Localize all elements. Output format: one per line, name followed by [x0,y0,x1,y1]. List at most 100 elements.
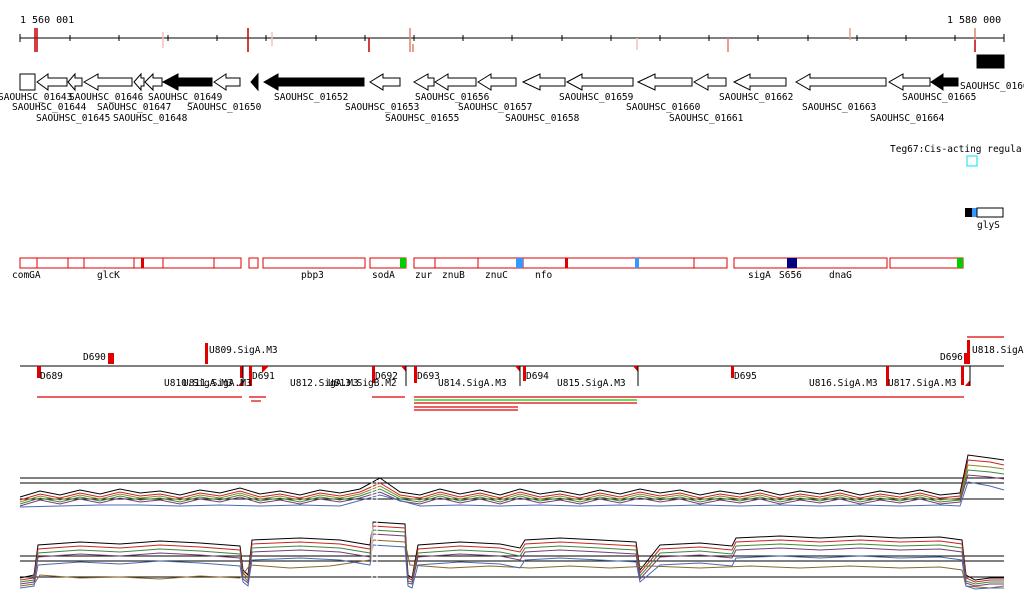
promoter-label[interactable]: U816.SigA.M3 [809,378,878,389]
gene-arrow[interactable] [250,72,259,92]
gene-label[interactable]: SAOUHSC_01646 [69,92,144,103]
gene-arrow[interactable] [412,73,435,91]
gene-name-sodA[interactable]: sodA [372,270,395,281]
gene-arrow[interactable] [794,73,887,91]
gene-name-sigA[interactable]: sigA [748,270,771,281]
gene-arrow[interactable] [161,73,213,91]
glyS-feature[interactable]: glyS [965,207,1004,231]
promoter-label[interactable]: U817.SigA.M3 [888,378,957,389]
gene-label[interactable]: SAOUHSC_01645 [36,113,110,124]
gene-track [19,54,1005,92]
operon-marker-blue [516,258,523,268]
ruler-ticks [19,34,1005,42]
gene-name-pbp3[interactable]: pbp3 [301,270,324,281]
promoter-flags[interactable] [37,340,970,386]
gene-arrow[interactable] [565,73,634,91]
promoter-label[interactable]: D693 [417,371,440,382]
gene-label[interactable]: SAOUHSC_01658 [505,113,580,124]
expression-profiles-lower [19,521,1005,590]
gene-arrow[interactable] [887,73,931,91]
gene-label[interactable]: SAOUHSC_01648 [113,113,188,124]
gene-arrow[interactable] [133,72,145,92]
promoter-label[interactable]: D692 [375,371,398,382]
gene-name-S656[interactable]: S656 [779,270,802,281]
promoter-label[interactable]: U809.SigA.M3 [209,345,278,356]
gene-label[interactable]: SAOUHSC_01660 [626,102,701,113]
gene-arrow[interactable] [976,54,1005,69]
gene-label[interactable]: SAOUHSC_01650 [187,102,262,113]
promoter-label[interactable]: D695 [734,371,757,382]
regulatory-label[interactable]: Teg67:Cis-acting regula [890,144,1022,155]
operon-marker-blue [635,258,639,268]
gene-arrow[interactable] [213,73,241,91]
promoter-label[interactable]: U810.SigA.M3 [164,378,233,389]
promoter-label[interactable]: U813.SigB.M2 [328,378,397,389]
gene-label[interactable]: SAOUHSC_01666 [960,81,1024,92]
gene-arrow[interactable] [82,73,133,91]
expression-track-upper [19,454,1005,508]
gene-arrow[interactable] [636,73,693,91]
operon-marker-green [400,258,406,268]
operon-marker-green [957,258,963,268]
promoter-label[interactable]: U811.SigA.M3 [183,378,252,389]
gene-label[interactable]: SAOUHSC_01659 [559,92,634,103]
ruler-end-label: 1 580 000 [947,15,1001,26]
gene-label[interactable]: SAOUHSC_01643 [0,92,72,103]
promoter-label[interactable]: D696 [940,352,963,363]
ruler-markers [34,28,976,52]
gene-arrow[interactable] [521,73,566,91]
promoter-track: D689 D690 U809.SigA.M3 U810.SigA.M3 U811… [20,336,1024,411]
regulatory-feature[interactable] [966,155,978,167]
gene-name-glcK[interactable]: glcK [97,270,120,281]
gene-label[interactable]: SAOUHSC_01656 [415,92,490,103]
gene-label[interactable]: SAOUHSC_01661 [669,113,744,124]
gene-label[interactable]: SAOUHSC_01663 [802,102,876,113]
gene-name-znuB[interactable]: znuB [442,270,465,281]
gene-arrow[interactable] [692,73,727,91]
gene-name-znuC[interactable]: znuC [485,270,508,281]
gene-label[interactable]: SAOUHSC_01655 [385,113,459,124]
promoter-label[interactable]: D690 [83,352,106,363]
promoter-thin-lines [242,366,971,386]
gene-name-nfo[interactable]: nfo [535,270,552,281]
gene-name-glyS: glyS [977,220,1000,231]
gene-label[interactable]: SAOUHSC_01652 [274,92,348,103]
gene-arrow[interactable] [36,73,68,91]
gene-arrow[interactable] [67,72,83,92]
gene-label[interactable]: SAOUHSC_01649 [148,92,223,103]
promoter-label[interactable]: D694 [526,371,549,382]
promoter-label[interactable]: D689 [40,371,63,382]
gene-arrow[interactable] [19,73,36,91]
coordinate-ruler: 1 560 001 1 580 000 [19,15,1005,52]
gene-label[interactable]: SAOUHSC_01644 [12,102,87,113]
gene-label[interactable]: SAOUHSC_01653 [345,102,419,113]
promoter-label[interactable]: U815.SigA.M3 [557,378,626,389]
gene-labels: SAOUHSC_01643 SAOUHSC_01644 SAOUHSC_0164… [0,81,1024,124]
gene-arrow[interactable] [369,73,401,91]
gene-name-zur[interactable]: zur [415,270,432,281]
gene-label[interactable]: SAOUHSC_01664 [870,113,945,124]
gene-arrow[interactable] [262,73,365,91]
operon-boxes[interactable] [19,257,964,269]
gene-label[interactable]: SAOUHSC_01662 [719,92,793,103]
gene-name-dnaG[interactable]: dnaG [829,270,852,281]
gene-name-comGA[interactable]: comGA [12,270,41,281]
operon-track: comGA glcK pbp3 sodA zur znuB znuC nfo s… [12,257,964,281]
promoter-label[interactable]: U812.SigA.M3 [290,378,359,389]
expression-track-lower [19,480,1005,590]
gene-arrow[interactable] [434,73,477,91]
gene-arrow[interactable] [732,73,787,91]
promoter-label[interactable]: U818.SigA [972,345,1024,356]
transcript-lines [37,396,964,411]
gene-label[interactable]: SAOUHSC_01647 [97,102,171,113]
expression-gap-lines [371,480,378,590]
operon-marker [565,258,568,268]
gene-arrow[interactable] [930,73,959,91]
gene-arrow[interactable] [144,72,163,92]
ruler-start-label: 1 560 001 [20,15,74,26]
gene-label[interactable]: SAOUHSC_01665 [902,92,976,103]
gene-label[interactable]: SAOUHSC_01657 [458,102,532,113]
promoter-label[interactable]: U814.SigA.M3 [438,378,507,389]
promoter-label[interactable]: D691 [252,371,275,382]
gene-arrow[interactable] [477,73,517,91]
